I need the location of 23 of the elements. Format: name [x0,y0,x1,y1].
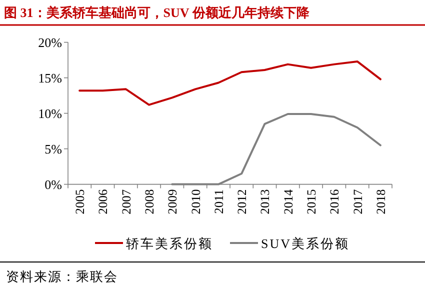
x-tick-label: 2007 [119,189,134,214]
x-tick-label: 2016 [328,189,342,214]
x-tick-label: 2008 [142,189,156,214]
x-tick-label: 2018 [374,189,388,214]
x-tick-label: 2013 [258,189,272,214]
x-tick-label: 2011 [212,189,226,214]
legend-label: SUV美系份额 [261,236,350,251]
x-tick-label: 2009 [166,189,180,214]
x-tick-label: 2012 [235,189,250,214]
y-tick-label: 10% [38,106,62,121]
x-tick-label: 2005 [73,189,88,214]
x-tick-label: 2017 [350,189,365,214]
x-tick-label: 2006 [96,189,110,214]
legend-label: 轿车美系份额 [126,236,213,251]
chart-title: 图 31：美系轿车基础尚可，SUV 份额近几年持续下降 [4,5,310,20]
x-tick-label: 2015 [304,189,318,214]
y-tick-label: 20% [38,34,62,50]
x-tick-label: 2014 [281,188,296,214]
y-tick-label: 0% [44,176,62,192]
text: 资料来源：乘联会 [6,269,118,284]
x-tick-label: 2010 [188,189,203,214]
y-tick-label: 5% [44,141,62,156]
y-tick-label: 15% [38,70,62,86]
